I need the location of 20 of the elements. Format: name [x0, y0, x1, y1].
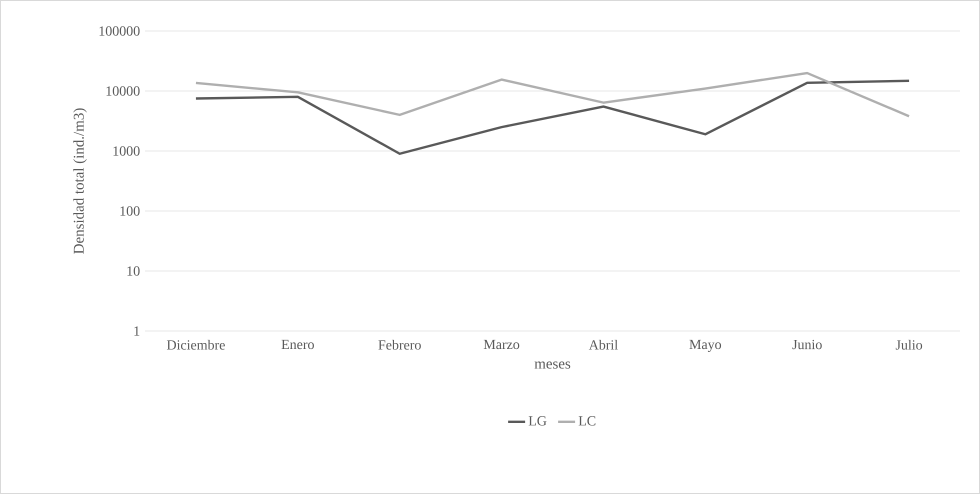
y-tick-label: 1000: [113, 146, 140, 156]
y-tick-label: 100: [120, 206, 140, 216]
x-tick-label: Julio: [896, 340, 922, 350]
x-tick-label: Febrero: [378, 340, 421, 350]
line-series: [194, 80, 910, 155]
x-tick-label: Diciembre: [166, 340, 225, 350]
y-tick-label: 10000: [106, 86, 140, 96]
x-tick-label: Mayo: [689, 340, 722, 352]
legend-label: LC: [578, 416, 596, 426]
x-tick-label: Marzo: [484, 340, 520, 350]
line-series: [194, 72, 910, 118]
y-tick-label: 100000: [100, 26, 140, 36]
y-axis-title: Densidad total (ind./m3): [73, 108, 87, 254]
legend-label: LG: [528, 416, 546, 426]
x-tick-label: Abril: [588, 340, 618, 350]
x-tick-label: Enero: [282, 340, 314, 350]
x-axis-title: meses: [534, 362, 570, 369]
y-tick-label: 1: [134, 326, 140, 336]
x-tick-label: Junio: [792, 340, 822, 350]
y-tick-label: 10: [127, 266, 140, 276]
